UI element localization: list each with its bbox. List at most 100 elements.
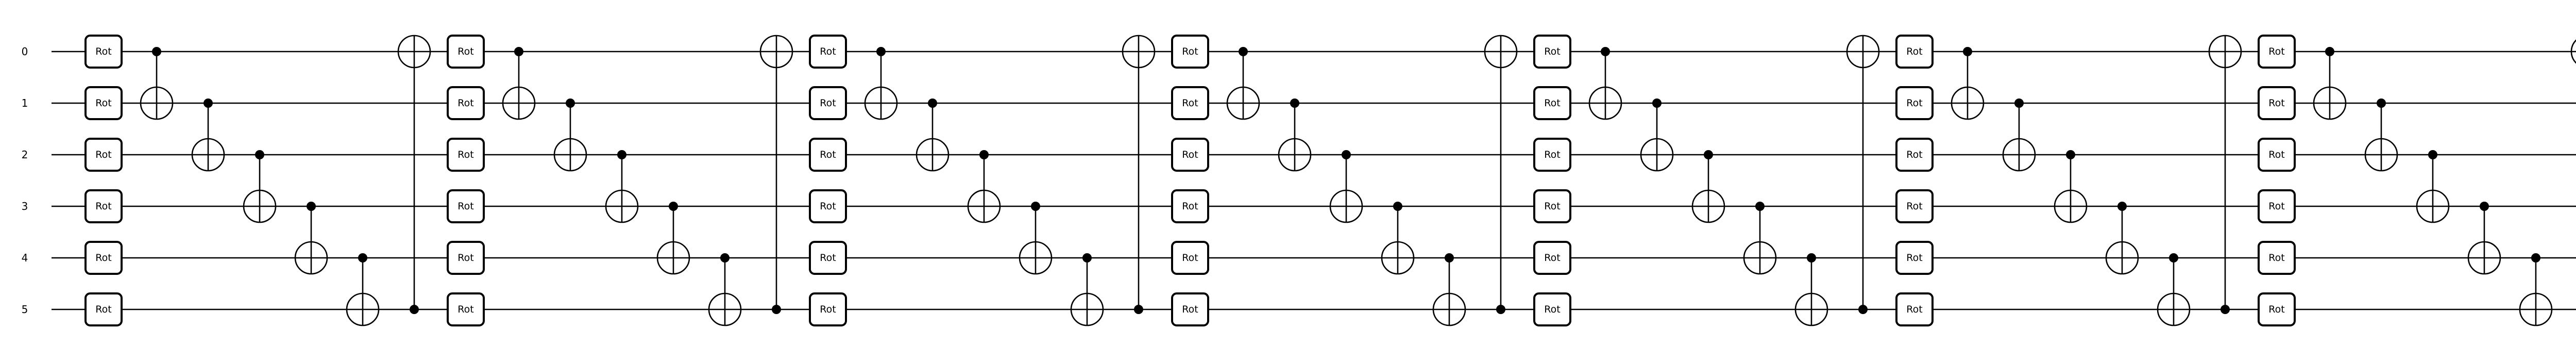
rot-gate-box — [809, 241, 847, 275]
cnot-gate — [2519, 253, 2553, 326]
rot-gate-box — [84, 86, 123, 120]
cnot-gate — [916, 99, 950, 172]
cnot-target-icon — [1691, 189, 1725, 223]
control-dot — [669, 202, 678, 211]
wire-label: 3 — [22, 200, 28, 212]
cnot-gate — [1329, 150, 1363, 223]
rot-gate: Rot — [84, 292, 123, 326]
rot-gate-box — [447, 241, 485, 275]
cnot-gate — [1588, 47, 1622, 120]
cnot-target-icon — [140, 86, 174, 120]
cnot-gate — [1226, 47, 1260, 120]
rot-gate-box — [2258, 241, 2296, 275]
rot-gate-label: Rot — [1544, 201, 1560, 212]
cnot-gate — [864, 47, 898, 120]
rot-gate: Rot — [1171, 35, 1209, 69]
control-dot — [2014, 99, 2024, 108]
cnot-target-icon — [1381, 241, 1415, 275]
rot-gate: Rot — [447, 292, 485, 326]
rot-gate-box — [447, 292, 485, 326]
control-dot — [514, 47, 523, 56]
rot-gate-label: Rot — [1182, 149, 1198, 160]
rot-gate-box — [1533, 86, 1571, 120]
rot-gate-box — [447, 189, 485, 223]
cnot-gate — [1794, 253, 1828, 326]
cnot-target-icon — [397, 35, 431, 69]
cnot-target-icon — [2570, 39, 2576, 64]
cnot-gate — [2105, 202, 2139, 275]
control-dot — [1445, 253, 1454, 262]
rot-gate-box — [1895, 292, 1934, 326]
control-dot — [1134, 305, 1143, 314]
cnot-gate — [2157, 253, 2191, 326]
cnot-target-icon — [605, 189, 639, 223]
wire-label: 5 — [22, 303, 28, 316]
cnot-target-icon — [346, 292, 380, 326]
rot-gate-box — [1533, 35, 1571, 69]
rot-gate: Rot — [1895, 86, 1934, 120]
rot-gate: Rot — [1171, 292, 1209, 326]
rot-gate-label: Rot — [820, 304, 836, 315]
cnot-target-icon — [759, 35, 793, 69]
cnot-gate — [294, 202, 328, 275]
rot-gate-box — [2258, 189, 2296, 223]
cnot-target-icon — [1484, 35, 1518, 69]
rot-gate-label: Rot — [2268, 304, 2284, 315]
cnot-target-icon — [2054, 189, 2088, 223]
cnot-gate — [1640, 99, 1674, 172]
cnot-gate — [191, 99, 225, 172]
cnot-target-icon — [2364, 138, 2398, 172]
control-dot — [204, 99, 213, 108]
cnot-target-icon — [2416, 189, 2450, 223]
rot-gate-box — [2258, 138, 2296, 172]
rot-gate-label: Rot — [1544, 97, 1560, 109]
rot-gate: Rot — [1533, 138, 1571, 172]
rot-gate: Rot — [2258, 189, 2296, 223]
control-dot — [1290, 99, 1299, 108]
rot-gate: Rot — [1895, 241, 1934, 275]
rot-gate: Rot — [1171, 241, 1209, 275]
cnot-target-icon — [1122, 35, 1156, 69]
rot-gate-label: Rot — [95, 46, 111, 57]
rot-gate: Rot — [809, 241, 847, 275]
rot-gate: Rot — [84, 241, 123, 275]
control-dot — [410, 305, 419, 314]
cnot-target-icon — [1226, 86, 1260, 120]
rot-gate-box — [1895, 35, 1934, 69]
cnot-gate — [2054, 150, 2088, 223]
rot-gate-box — [84, 292, 123, 326]
rot-gate: Rot — [1171, 138, 1209, 172]
rot-gate: Rot — [2258, 292, 2296, 326]
cnot-gate — [346, 253, 380, 326]
cnot-target-icon — [1278, 138, 1312, 172]
rot-gate: Rot — [2258, 138, 2296, 172]
cnot-target-icon — [2467, 241, 2501, 275]
cnot-gate — [1846, 35, 1880, 314]
wire-label: 2 — [22, 149, 28, 161]
control-dot — [617, 150, 626, 159]
rot-gate-box — [2258, 35, 2296, 69]
control-dot — [152, 47, 161, 56]
control-dot — [1239, 47, 1248, 56]
control-dot — [2531, 253, 2540, 262]
rot-gate-box — [1895, 138, 1934, 172]
cnot-gate — [1070, 253, 1104, 326]
rot-gate: Rot — [2258, 241, 2296, 275]
cnot-target-icon — [294, 241, 328, 275]
cnot-target-icon — [553, 138, 587, 172]
cnot-gate — [1278, 99, 1312, 172]
cnot-target-icon — [2313, 86, 2347, 120]
rot-gate-label: Rot — [95, 201, 111, 212]
control-dot — [1031, 202, 1040, 211]
rot-gate-label: Rot — [1544, 304, 1560, 315]
control-dot — [255, 150, 264, 159]
control-dot — [979, 150, 989, 159]
cnot-gate — [502, 47, 536, 120]
rot-gate: Rot — [1533, 86, 1571, 120]
rot-gate-label: Rot — [820, 252, 836, 264]
cnot-target-icon — [243, 189, 277, 223]
cnot-target-icon — [191, 138, 225, 172]
cnot-gate — [243, 150, 277, 223]
